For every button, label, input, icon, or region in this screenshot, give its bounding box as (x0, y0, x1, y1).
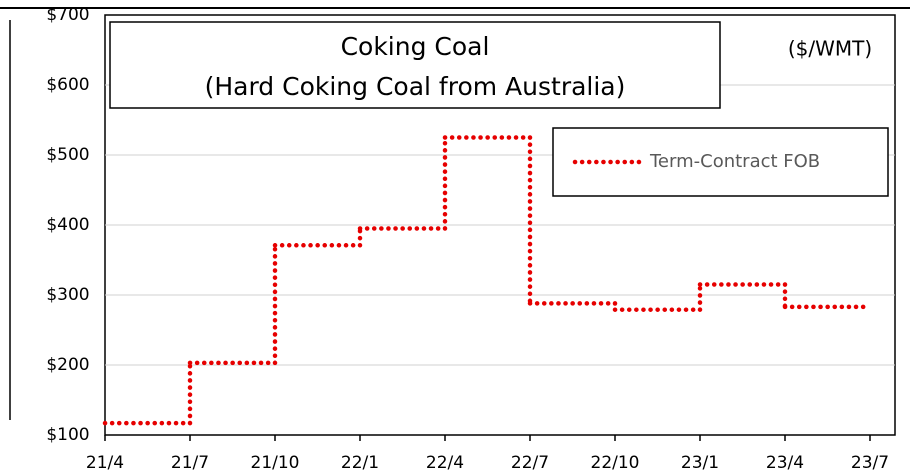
marks (102, 135, 873, 426)
unit-label: ($/WMT) (788, 37, 872, 61)
x-tick-label: 22/4 (426, 453, 464, 473)
x-tick-label: 21/7 (171, 453, 209, 473)
x-tick-label: 22/10 (591, 453, 640, 473)
legend: Term-Contract FOB (572, 151, 820, 172)
x-tick-label: 22/1 (341, 453, 379, 473)
y-tick-label: $100 (46, 425, 89, 445)
x-tick-label: 22/7 (511, 453, 549, 473)
x-tick-label: 23/4 (766, 453, 804, 473)
chart-subtitle: (Hard Coking Coal from Australia) (205, 72, 626, 101)
y-tick-label: $300 (46, 285, 89, 305)
y-tick-label: $400 (46, 215, 89, 235)
y-tick-label: $700 (46, 5, 89, 25)
y-tick-label: $500 (46, 145, 89, 165)
y-tick-label: $600 (46, 75, 89, 95)
legend-label: Term-Contract FOB (649, 151, 820, 172)
x-tick-label: 21/4 (86, 453, 124, 473)
x-tick-label: 21/10 (251, 453, 300, 473)
y-tick-label: $200 (46, 355, 89, 375)
title-box (109, 21, 721, 109)
x-tick-label: 23/1 (681, 453, 719, 473)
x-tick-label: 23/7 (851, 453, 889, 473)
chart-title: Coking Coal (341, 32, 490, 61)
